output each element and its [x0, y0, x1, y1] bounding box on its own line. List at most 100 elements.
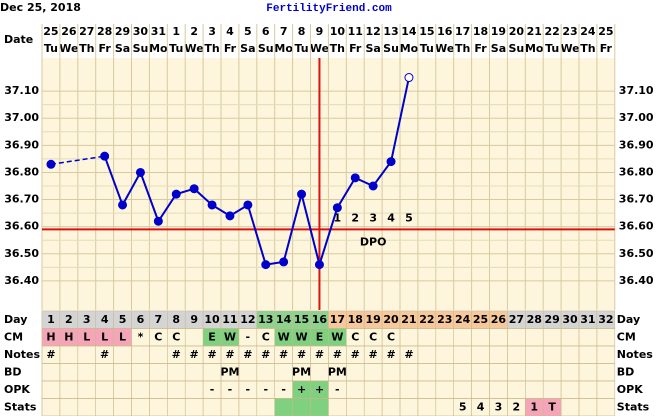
date-number: 16: [437, 25, 453, 38]
date-number: 1: [172, 25, 180, 38]
weekday: Th: [330, 42, 345, 55]
y-tick-label: 36.80: [4, 165, 39, 178]
cell-text: C: [154, 330, 162, 343]
weekday: Fr: [474, 42, 487, 55]
date-number: 22: [544, 25, 559, 38]
cell-text: W: [295, 330, 307, 343]
cell-text: 19: [365, 313, 380, 326]
date-number: 5: [244, 25, 252, 38]
cell-text: L: [101, 330, 108, 343]
cell: [310, 398, 329, 416]
weekday: We: [185, 42, 204, 55]
y-tick-label-right: 36.60: [619, 220, 654, 233]
cell-text: #: [190, 348, 199, 361]
cell-text: C: [172, 330, 180, 343]
cell-text: C: [262, 330, 270, 343]
cell-text: #: [297, 348, 306, 361]
row-label-right: BD: [617, 365, 635, 378]
y-tick-label-right: 36.40: [619, 274, 654, 287]
cell-text: 11: [222, 313, 237, 326]
row-label: BD: [4, 365, 22, 378]
cell-text: #: [369, 348, 378, 361]
cell-text: 20: [383, 313, 399, 326]
weekday: We: [310, 42, 329, 55]
cell-text: +: [297, 383, 306, 396]
weekday: Th: [79, 42, 94, 55]
date-number: 29: [115, 25, 130, 38]
temp-point: [225, 211, 235, 221]
cell-text: PM: [220, 365, 239, 378]
temp-point: [261, 260, 271, 270]
weekday: Su: [508, 42, 524, 55]
cell-text: 2: [513, 400, 521, 413]
cell-text: T: [548, 400, 556, 413]
weekday: We: [59, 42, 78, 55]
row-label-right: Day: [617, 313, 640, 326]
date-number: 27: [79, 25, 94, 38]
temp-point: [100, 151, 110, 161]
date-number: 15: [419, 25, 434, 38]
date-number: 23: [562, 25, 577, 38]
y-tick-label: 37.00: [4, 111, 39, 124]
cell-text: 22: [419, 313, 434, 326]
weekday: Su: [133, 42, 149, 55]
weekday: Tu: [169, 42, 183, 55]
cell-text: *: [138, 330, 144, 343]
y-tick-label: 36.40: [4, 274, 39, 287]
cell: [596, 398, 616, 416]
start-date: Dec 25, 2018: [0, 1, 81, 14]
cell-text: 29: [544, 313, 559, 326]
cell-text: -: [210, 383, 215, 396]
cell-text: 27: [509, 313, 524, 326]
cell-text: #: [333, 348, 342, 361]
cell-text: -: [246, 383, 251, 396]
dpo-number: 5: [405, 211, 413, 224]
date-number: 6: [262, 25, 270, 38]
cell-text: 2: [65, 313, 73, 326]
cell-text: #: [386, 348, 395, 361]
cell-text: #: [279, 348, 288, 361]
cell-text: PM: [292, 365, 311, 378]
cell-text: #: [404, 348, 413, 361]
cell-text: #: [100, 348, 109, 361]
cell-text: E: [316, 330, 324, 343]
date-number: 21: [527, 25, 542, 38]
date-number: 25: [43, 25, 58, 38]
temp-point: [135, 167, 145, 177]
date-number: 19: [491, 25, 506, 38]
cell-text: C: [387, 330, 395, 343]
cell-text: PM: [328, 365, 347, 378]
cell-text: #: [261, 348, 270, 361]
cell-text: +: [315, 383, 324, 396]
temp-point: [243, 200, 253, 210]
cell-text: C: [351, 330, 359, 343]
cell-text: W: [224, 330, 236, 343]
weekday: Mo: [274, 42, 293, 55]
weekday: Th: [455, 42, 470, 55]
y-tick-label-right: 36.70: [619, 193, 654, 206]
cell-text: -: [263, 383, 268, 396]
dpo-number: 3: [369, 211, 377, 224]
date-number: 24: [580, 25, 596, 38]
weekday: Mo: [400, 42, 419, 55]
cell-text: 31: [580, 313, 595, 326]
cell-text: #: [351, 348, 360, 361]
temp-point: [189, 184, 199, 194]
cell: [274, 398, 293, 416]
cell-text: 32: [598, 313, 613, 326]
cell-text: 9: [190, 313, 198, 326]
temp-point: [118, 200, 128, 210]
cell-text: E: [208, 330, 216, 343]
cell-text: 23: [437, 313, 452, 326]
site-title: FertilityFriend.com: [266, 3, 392, 15]
y-tick-label-right: 37.10: [619, 84, 654, 97]
temp-point: [207, 200, 217, 210]
temp-point: [386, 157, 396, 167]
weekday: Th: [204, 42, 219, 55]
cell-text: #: [243, 348, 252, 361]
cell-text: 16: [312, 313, 328, 326]
weekday: Sa: [115, 42, 130, 55]
cell-text: L: [83, 330, 90, 343]
cell-text: H: [64, 330, 73, 343]
date-number: 17: [455, 25, 470, 38]
